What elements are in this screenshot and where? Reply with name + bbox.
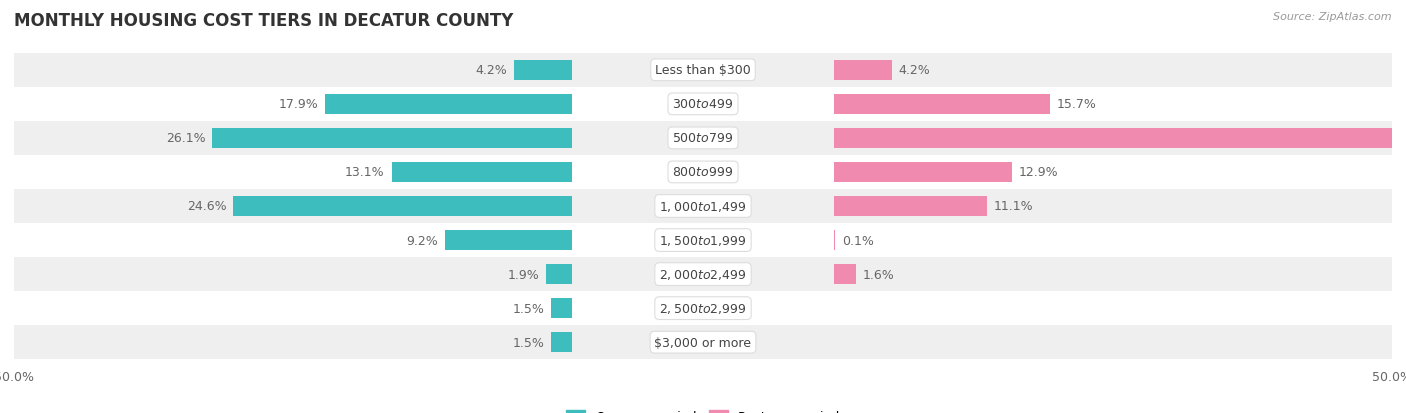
Bar <box>14 54 1392 88</box>
Bar <box>325 95 572 114</box>
Text: Source: ZipAtlas.com: Source: ZipAtlas.com <box>1274 12 1392 22</box>
Bar <box>551 332 572 352</box>
Bar <box>14 156 1392 190</box>
Bar <box>212 129 572 148</box>
Bar <box>14 88 1392 121</box>
Bar <box>551 299 572 318</box>
Text: $1,500 to $1,999: $1,500 to $1,999 <box>659 233 747 247</box>
Bar <box>834 61 891 81</box>
Legend: Owner-occupied, Renter-occupied: Owner-occupied, Renter-occupied <box>562 406 844 413</box>
Bar <box>834 163 1012 183</box>
Text: $3,000 or more: $3,000 or more <box>655 336 751 349</box>
Bar <box>14 190 1392 223</box>
Text: 4.2%: 4.2% <box>898 64 931 77</box>
Text: 0.1%: 0.1% <box>842 234 875 247</box>
Bar <box>14 292 1392 325</box>
Text: 15.7%: 15.7% <box>1057 98 1097 111</box>
Text: Less than $300: Less than $300 <box>655 64 751 77</box>
Text: 13.1%: 13.1% <box>344 166 385 179</box>
Text: 4.2%: 4.2% <box>475 64 508 77</box>
Text: 1.9%: 1.9% <box>508 268 538 281</box>
Text: 12.9%: 12.9% <box>1018 166 1059 179</box>
Bar <box>14 223 1392 257</box>
Bar <box>834 129 1406 148</box>
Bar <box>834 197 987 216</box>
Bar <box>546 265 572 284</box>
Text: $1,000 to $1,499: $1,000 to $1,499 <box>659 199 747 214</box>
Text: 1.6%: 1.6% <box>863 268 894 281</box>
Text: $2,500 to $2,999: $2,500 to $2,999 <box>659 301 747 316</box>
Text: 1.5%: 1.5% <box>513 336 544 349</box>
Text: MONTHLY HOUSING COST TIERS IN DECATUR COUNTY: MONTHLY HOUSING COST TIERS IN DECATUR CO… <box>14 12 513 30</box>
Bar <box>233 197 572 216</box>
Bar <box>515 61 572 81</box>
Text: $2,000 to $2,499: $2,000 to $2,499 <box>659 268 747 281</box>
Text: 26.1%: 26.1% <box>166 132 205 145</box>
Bar <box>14 325 1392 359</box>
Text: $500 to $799: $500 to $799 <box>672 132 734 145</box>
Bar <box>14 257 1392 292</box>
Bar <box>446 230 572 250</box>
Bar <box>14 121 1392 156</box>
Bar <box>834 265 856 284</box>
Bar <box>834 95 1050 114</box>
Text: 9.2%: 9.2% <box>406 234 439 247</box>
Text: $300 to $499: $300 to $499 <box>672 98 734 111</box>
Text: $800 to $999: $800 to $999 <box>672 166 734 179</box>
Text: 1.5%: 1.5% <box>513 302 544 315</box>
Bar <box>392 163 572 183</box>
Text: 17.9%: 17.9% <box>278 98 319 111</box>
Text: 24.6%: 24.6% <box>187 200 226 213</box>
Text: 11.1%: 11.1% <box>994 200 1033 213</box>
